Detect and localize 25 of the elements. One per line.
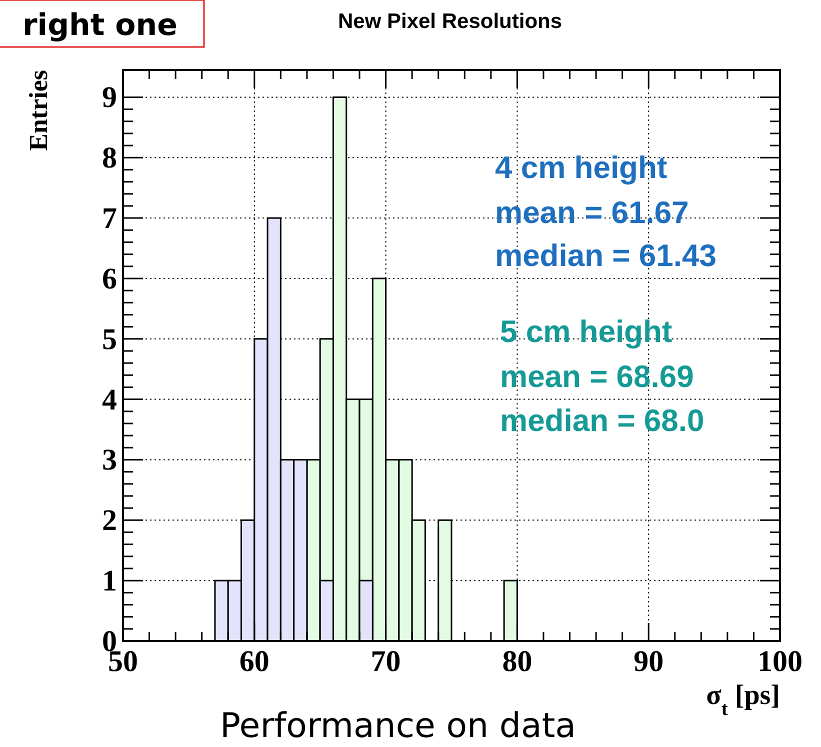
y-tick-label: 1 xyxy=(102,564,117,598)
annotation: 4 cm height xyxy=(495,150,668,185)
y-tick-label: 4 xyxy=(102,383,117,416)
x-tick-label: 60 xyxy=(239,645,270,678)
annotation: median = 68.0 xyxy=(500,403,704,438)
y-tick-label: 2 xyxy=(102,504,117,538)
y-tick-label: 6 xyxy=(102,262,117,296)
x-axis-title: σ$_{t}$ [ps] xyxy=(706,680,780,720)
chart-title: New Pixel Resolutions xyxy=(338,10,562,33)
annotation: 5 cm height xyxy=(500,314,672,349)
x-tick-label: 90 xyxy=(634,645,664,678)
y-axis-title: Entries xyxy=(24,70,53,151)
text: right one xyxy=(22,8,178,43)
annotation: mean = 68.69 xyxy=(500,359,694,394)
y-tick-label: 3 xyxy=(102,444,117,477)
y-tick-label: 5 xyxy=(102,322,117,356)
annotation: median = 61.43 xyxy=(495,238,716,273)
x-tick-label: 70 xyxy=(370,645,401,678)
x-tick-label: 100 xyxy=(758,645,802,678)
y-tick-label: 9 xyxy=(102,81,117,114)
annotation: mean = 61.67 xyxy=(495,195,689,230)
y-tick-label: 8 xyxy=(102,142,117,175)
x-tick-label: 80 xyxy=(502,645,532,678)
y-tick-label: 7 xyxy=(102,202,117,236)
text: Performance on data xyxy=(220,706,576,746)
